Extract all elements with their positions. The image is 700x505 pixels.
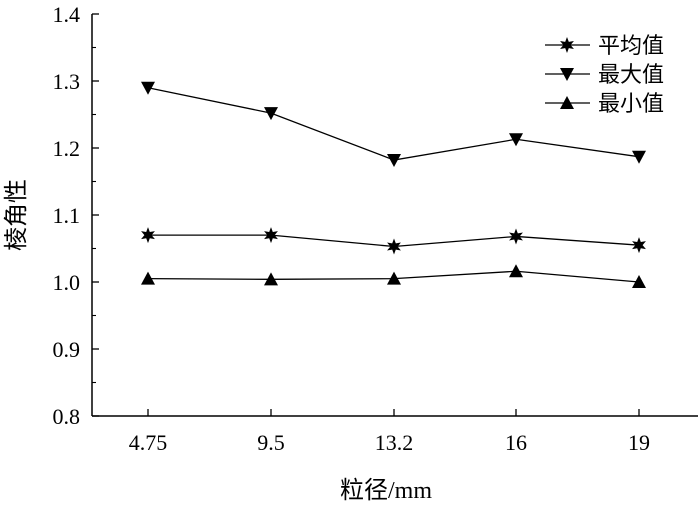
legend-marker-average	[560, 37, 574, 53]
x-axis-title: 粒径/mm	[340, 477, 432, 504]
legend-marker-minimum	[560, 96, 574, 109]
x-tick-label: 13.2	[375, 430, 414, 455]
y-tick-label: 1.4	[53, 2, 81, 27]
data-point-minimum	[264, 272, 278, 286]
legend-item-average: 平均值	[545, 33, 664, 58]
y-tick-label: 1.2	[53, 136, 81, 161]
series-line-maximum	[147, 87, 640, 161]
data-point-minimum	[387, 271, 401, 285]
data-point-maximum	[264, 107, 278, 121]
series-layer	[141, 81, 646, 288]
data-point-maximum	[141, 81, 155, 95]
data-point-average	[509, 228, 523, 245]
y-tick-label: 1.1	[53, 203, 81, 228]
series-minimum	[141, 264, 646, 288]
x-tick-label: 9.5	[257, 430, 285, 455]
data-point-average	[141, 227, 155, 244]
data-point-average	[387, 238, 401, 255]
x-ticks: 4.75 9.5 13.2 16 19	[129, 409, 650, 455]
data-point-minimum	[632, 275, 646, 288]
series-maximum	[141, 81, 646, 168]
legend-marker-maximum	[560, 68, 574, 81]
series-average	[141, 227, 646, 255]
data-point-maximum	[509, 133, 523, 147]
y-tick-label: 0.8	[53, 404, 81, 429]
x-tick-label: 16	[505, 430, 527, 455]
data-point-average	[632, 237, 646, 254]
y-tick-label: 1.0	[53, 270, 81, 295]
y-tick-label: 0.9	[53, 337, 81, 362]
data-point-average	[264, 227, 278, 244]
legend-item-maximum: 最大值	[545, 62, 664, 87]
data-point-maximum	[387, 154, 401, 168]
y-axis-title: 棱角性	[3, 179, 30, 251]
y-ticks: 0.8 0.9 1.0 1.1 1.2 1.3 1.4	[53, 2, 99, 429]
x-tick-label: 4.75	[129, 430, 168, 455]
x-tick-label: 19	[628, 430, 650, 455]
legend-label: 最小值	[598, 91, 664, 116]
data-point-minimum	[509, 264, 523, 278]
legend-label: 最大值	[598, 62, 664, 87]
legend-item-minimum: 最小值	[545, 91, 664, 116]
data-point-minimum	[141, 271, 155, 285]
data-point-maximum	[632, 150, 646, 164]
y-tick-label: 1.3	[53, 69, 81, 94]
legend-label: 平均值	[598, 33, 664, 58]
